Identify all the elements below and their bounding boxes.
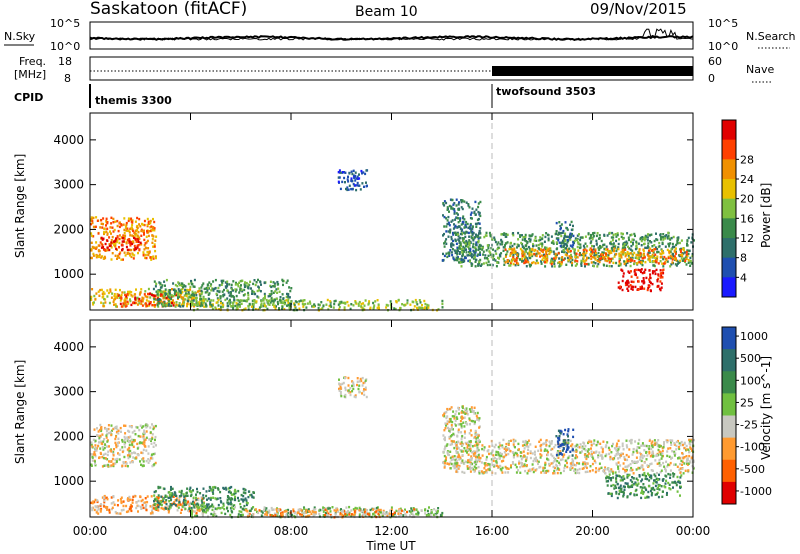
velocity-colorbar-tick-0: 1000 — [740, 330, 768, 343]
velocity-region-8 — [605, 472, 683, 500]
velocity-colorbar-cell-1 — [722, 349, 736, 372]
velocity-colorbar-cell-4 — [722, 415, 736, 439]
xtick-5: 20:00 — [575, 524, 610, 538]
time-axis: 00:00 04:00 08:00 12:00 16:00 20:00 00:00 — [73, 113, 711, 538]
power-colorbar-tick-5: 24 — [740, 173, 754, 186]
velocity-colorbar-tick-3: 25 — [740, 396, 754, 409]
velocity-region-6 — [442, 405, 481, 470]
xtick-0: 00:00 — [73, 524, 108, 538]
power-colorbar-cell-3 — [722, 179, 736, 200]
nsearch-tick-top: 10^5 — [708, 17, 738, 30]
velocity-region-4 — [244, 508, 416, 519]
velocity-region-0 — [90, 423, 157, 468]
power-colorbar-cell-4 — [722, 198, 736, 219]
velocity-region-7 — [454, 438, 695, 475]
power-region-4 — [152, 278, 293, 308]
velocity-ylabel: Slant Range [km] — [13, 360, 27, 464]
power-colorbar-tick-1: 8 — [740, 252, 747, 265]
power-colorbar-label: Power [dB] — [759, 183, 773, 248]
velocity-scatter — [90, 376, 695, 519]
power-scatter — [90, 169, 695, 312]
velocity-colorbar-cell-3 — [722, 393, 736, 416]
velocity-colorbar-tick-6: -500 — [740, 463, 765, 476]
freq-tick-top: 18 — [58, 55, 72, 68]
freq-tick-bottom: 8 — [64, 72, 71, 85]
velocity-colorbar: 1000 500 100 25 -25 -100 -500 -1000 — [721, 326, 772, 505]
power-colorbar-tick-3: 16 — [740, 212, 754, 225]
cpid-segment-1: twofsound 3503 — [496, 85, 596, 98]
cpid-panel: CPID themis 3300 twofsound 3503 — [14, 84, 596, 108]
xtick-1: 04:00 — [173, 524, 208, 538]
nsearch-label: N.Search — [746, 30, 796, 43]
nsky-panel: N.Sky 10^5 10^0 10^5 10^0 N.Search — [4, 17, 796, 53]
velocity-region-2 — [153, 485, 255, 511]
velocity-colorbar-tick-7: -1000 — [740, 485, 772, 498]
power-colorbar-cell-6 — [722, 238, 736, 259]
nsearch-tick-bottom: 10^0 — [708, 40, 738, 53]
velocity-colorbar-tick-2: 100 — [740, 374, 761, 387]
power-colorbar-cell-1 — [722, 139, 736, 160]
xtick-6: 00:00 — [676, 524, 711, 538]
power-colorbar-tick-0: 4 — [740, 271, 747, 284]
power-colorbar-tick-4: 20 — [740, 193, 754, 206]
velocity-region-9 — [555, 428, 575, 457]
xtick-2: 08:00 — [274, 524, 309, 538]
nave-tick-bottom: 0 — [708, 72, 715, 85]
velocity-panel: 1000 2000 3000 4000 Slant Range [km] 1000 50… — [13, 319, 773, 519]
velocity-ytick-2: 3000 — [53, 385, 84, 399]
velocity-region-5 — [338, 376, 368, 399]
nave-trace — [492, 66, 693, 76]
power-colorbar-cell-5 — [722, 218, 736, 239]
power-colorbar-cell-8 — [722, 277, 736, 298]
power-colorbar-cell-0 — [722, 120, 736, 141]
nave-label: Nave — [746, 63, 774, 76]
power-ylabel: Slant Range [km] — [13, 154, 27, 258]
power-ytick-0: 1000 — [53, 267, 84, 281]
cpid-segment-0: themis 3300 — [95, 94, 172, 107]
xtick-4: 16:00 — [475, 524, 510, 538]
velocity-colorbar-cell-5 — [722, 437, 736, 461]
station-title: Saskatoon (fitACF) — [90, 0, 247, 19]
velocity-colorbar-tick-5: -100 — [740, 441, 765, 454]
power-region-6 — [337, 169, 369, 192]
velocity-region-1 — [90, 494, 205, 515]
freq-label: Freq. — [19, 55, 46, 68]
nsky-label: N.Sky — [4, 30, 36, 43]
power-colorbar-cell-7 — [722, 257, 736, 278]
velocity-colorbar-tick-4: -25 — [740, 419, 758, 432]
power-colorbar-tick-6: 28 — [740, 153, 754, 166]
date-title: 09/Nov/2015 — [590, 0, 687, 18]
power-region-1 — [100, 236, 142, 252]
power-ytick-1: 2000 — [53, 222, 84, 236]
freq-panel: Freq. [MHz] 18 8 60 0 Nave — [14, 55, 774, 85]
velocity-colorbar-cell-2 — [722, 371, 736, 394]
xtick-3: 12:00 — [374, 524, 409, 538]
power-ytick-3: 4000 — [53, 133, 84, 147]
freq-unit-label: [MHz] — [14, 68, 46, 81]
power-colorbar-tick-2: 12 — [740, 232, 754, 245]
power-region-10 — [617, 268, 665, 293]
power-region-9 — [504, 247, 690, 266]
xlabel: Time UT — [365, 539, 416, 553]
velocity-ytick-0: 1000 — [53, 474, 84, 488]
power-colorbar-cell-2 — [722, 159, 736, 180]
velocity-colorbar-cell-0 — [722, 327, 736, 350]
nsearch-trace — [89, 28, 694, 41]
cpid-label: CPID — [14, 91, 43, 104]
velocity-colorbar-cell-6 — [722, 459, 736, 483]
nsky-tick-bottom: 10^0 — [50, 40, 80, 53]
power-colorbar: 4 8 12 16 20 24 28 — [721, 119, 754, 298]
power-region-11 — [555, 220, 575, 250]
nave-tick-top: 60 — [708, 55, 722, 68]
velocity-ytick-1: 2000 — [53, 429, 84, 443]
velocity-colorbar-tick-1: 500 — [740, 352, 761, 365]
nsky-tick-top: 10^5 — [50, 17, 80, 30]
beam-title: Beam 10 — [355, 4, 418, 20]
velocity-colorbar-cell-7 — [722, 481, 736, 505]
velocity-colorbar-label: Velocity [m s^-1] — [759, 356, 773, 460]
power-ytick-2: 3000 — [53, 178, 84, 192]
velocity-ytick-3: 4000 — [53, 340, 84, 354]
power-panel: 1000 2000 3000 4000 Slant Range [km] 4 8 12 16… — [13, 112, 773, 312]
